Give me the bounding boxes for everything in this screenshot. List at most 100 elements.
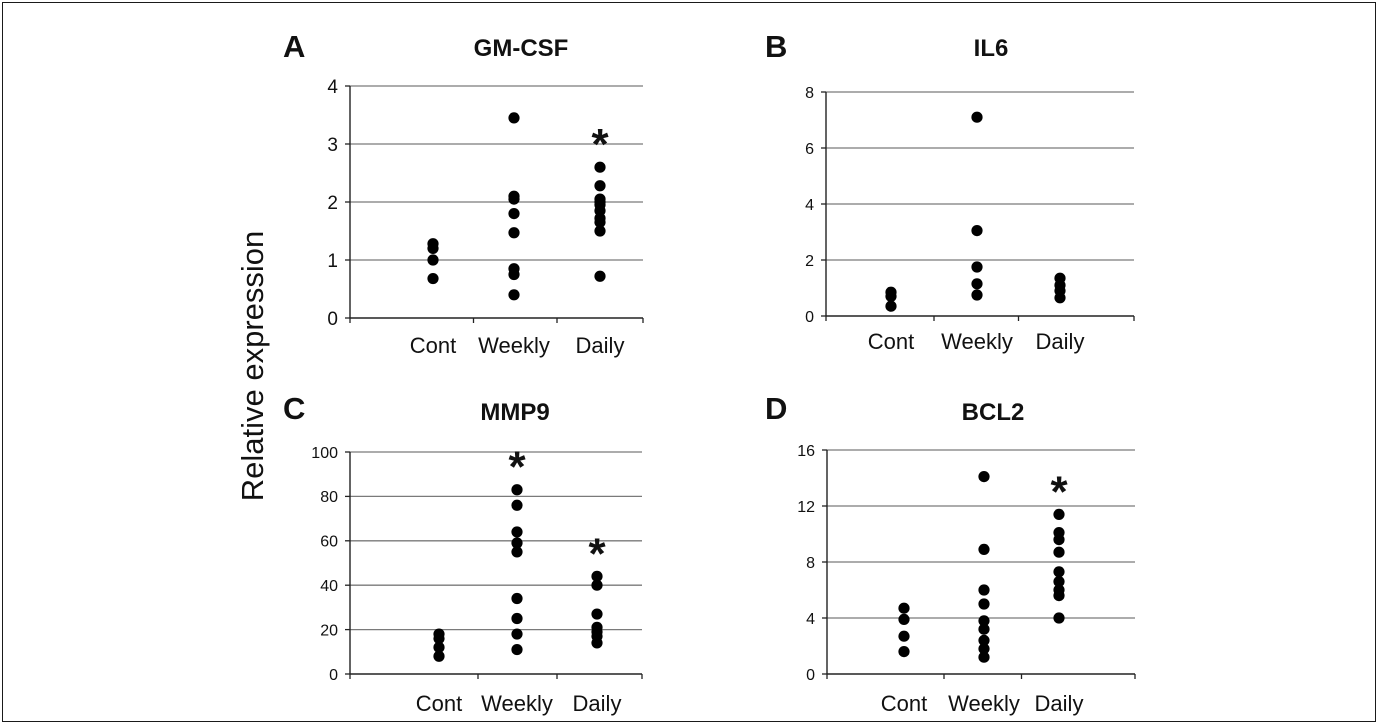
- y-tick-label: 3: [327, 135, 338, 156]
- panel-letter-a: A: [283, 29, 306, 64]
- y-tick-label: 2: [805, 253, 814, 270]
- y-tick-label: 4: [327, 77, 338, 98]
- data-point: [1053, 612, 1065, 624]
- data-point: [971, 261, 983, 273]
- data-point: [898, 602, 910, 614]
- data-point: [427, 242, 439, 254]
- y-tick-label: 0: [806, 667, 815, 684]
- significance-marker: *: [591, 120, 609, 169]
- data-point: [1053, 566, 1065, 578]
- x-tick-label: Cont: [881, 691, 927, 716]
- data-point: [591, 579, 603, 591]
- x-tick-label: Weekly: [478, 333, 550, 358]
- data-point: [594, 225, 606, 237]
- y-tick-label: 0: [805, 309, 814, 326]
- data-point: [511, 546, 523, 558]
- x-tick-label: Cont: [410, 333, 456, 358]
- data-point: [978, 643, 990, 655]
- data-point: [511, 537, 523, 549]
- x-tick-label: Cont: [416, 691, 462, 716]
- x-tick-label: Weekly: [948, 691, 1020, 716]
- x-tick-label: Daily: [1035, 691, 1084, 716]
- chart-il6: 0 2 4 6 8 Cont Weekly Daily: [805, 85, 1135, 354]
- data-point: [1054, 292, 1066, 304]
- data-point: [898, 646, 910, 658]
- data-point: [1053, 576, 1065, 588]
- data-point: [971, 289, 983, 301]
- data-point: [511, 628, 523, 640]
- y-tick-label: 8: [805, 85, 814, 102]
- panel-title-gm-csf: GM-CSF: [473, 35, 569, 62]
- y-tick-label: 2: [327, 193, 338, 214]
- data-point: [433, 641, 445, 653]
- data-point: [978, 584, 990, 596]
- data-point: [594, 161, 606, 173]
- chart-bcl2: 0 4 8 12 16 Cont Weekly Daily *: [797, 443, 1136, 716]
- chart-mmp9: 0 20 40 60 80 100 Cont Weekly Daily * *: [311, 443, 643, 716]
- y-tick-label: 6: [805, 141, 814, 158]
- data-point: [898, 630, 910, 642]
- significance-marker: *: [588, 529, 606, 578]
- panel-title-mmp9: MMP9: [480, 399, 550, 426]
- significance-marker: *: [508, 443, 526, 492]
- x-tick-label: Cont: [868, 329, 914, 354]
- data-point: [591, 608, 603, 620]
- data-point: [511, 643, 523, 656]
- data-point: [511, 499, 523, 511]
- data-point: [978, 623, 990, 635]
- data-point: [971, 278, 983, 290]
- data-point: [511, 592, 523, 605]
- data-point: [594, 216, 606, 228]
- data-point: [433, 650, 445, 662]
- data-point: [978, 615, 990, 627]
- data-point: [511, 484, 523, 496]
- data-point: [1053, 590, 1065, 602]
- panel-letter-b: B: [765, 29, 788, 64]
- data-point: [885, 290, 897, 302]
- y-tick-label: 0: [327, 309, 338, 330]
- data-point: [511, 612, 523, 625]
- y-tick-label: 20: [320, 622, 338, 639]
- data-point: [508, 227, 520, 239]
- x-tick-label: Weekly: [481, 691, 553, 716]
- y-tick-label: 16: [797, 443, 815, 460]
- data-point: [591, 570, 603, 582]
- y-tick-label: 60: [320, 534, 338, 551]
- data-point: [594, 270, 606, 282]
- data-point: [971, 225, 983, 237]
- y-tick-label: 100: [311, 445, 338, 462]
- y-tick-label: 80: [320, 489, 338, 506]
- y-tick-label: 1: [327, 251, 338, 272]
- data-point: [978, 634, 990, 647]
- data-point: [978, 471, 990, 483]
- data-point: [508, 268, 520, 281]
- data-point: [508, 208, 520, 220]
- y-tick-label: 8: [806, 555, 815, 572]
- data-point: [508, 112, 520, 124]
- data-point: [594, 180, 606, 192]
- data-point: [1053, 534, 1065, 546]
- data-point: [427, 254, 439, 266]
- y-tick-label: 12: [797, 499, 815, 516]
- x-tick-label: Daily: [573, 691, 622, 716]
- data-point: [1053, 508, 1065, 520]
- y-tick-label: 40: [320, 578, 338, 595]
- chart-gm-csf: 0 1 2 3 4 Cont Weekly Daily *: [327, 77, 644, 358]
- panel-title-il6: IL6: [973, 35, 1009, 62]
- y-tick-label: 0: [329, 667, 338, 684]
- y-tick-label: 4: [805, 197, 814, 214]
- data-point: [978, 543, 990, 556]
- data-point: [978, 651, 990, 663]
- panel-letter-d: D: [765, 391, 788, 426]
- x-tick-label: Daily: [1036, 329, 1085, 354]
- data-point: [511, 526, 523, 538]
- data-point: [971, 111, 983, 123]
- data-point: [427, 272, 439, 285]
- data-point: [898, 613, 910, 626]
- data-point: [591, 637, 603, 649]
- x-tick-label: Daily: [576, 333, 625, 358]
- data-point: [508, 289, 520, 301]
- data-point: [1053, 546, 1065, 558]
- data-point: [433, 632, 445, 645]
